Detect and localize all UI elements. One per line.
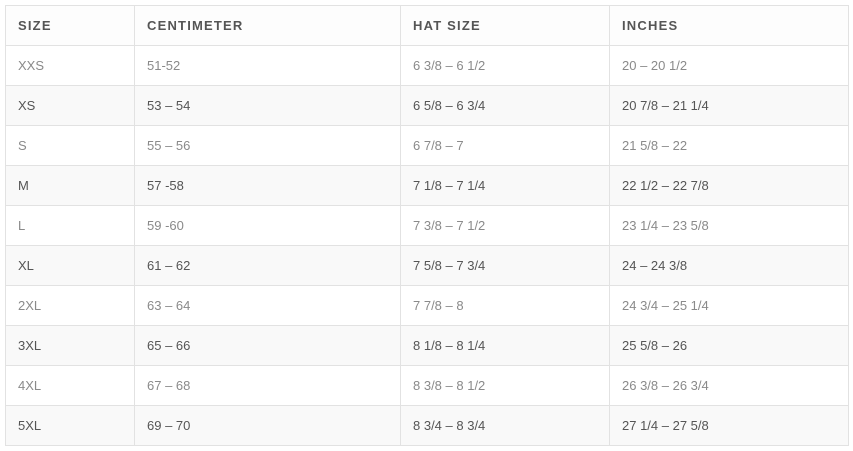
- table-header-row: SIZE CENTIMETER HAT SIZE INCHES: [5, 5, 849, 46]
- cell-hat-size: 6 7/8 – 7: [400, 125, 610, 166]
- table-row: XL 61 – 62 7 5/8 – 7 3/4 24 – 24 3/8: [5, 245, 849, 286]
- cell-hat-size: 8 3/8 – 8 1/2: [400, 365, 610, 406]
- cell-size: 3XL: [5, 325, 135, 366]
- cell-hat-size: 7 1/8 – 7 1/4: [400, 165, 610, 206]
- cell-size: 5XL: [5, 405, 135, 446]
- cell-hat-size: 8 1/8 – 8 1/4: [400, 325, 610, 366]
- cell-size: 2XL: [5, 285, 135, 326]
- cell-inches: 24 3/4 – 25 1/4: [609, 285, 849, 326]
- cell-size: M: [5, 165, 135, 206]
- cell-centimeter: 63 – 64: [134, 285, 401, 326]
- table-row: 4XL 67 – 68 8 3/8 – 8 1/2 26 3/8 – 26 3/4: [5, 365, 849, 406]
- column-header-inches: INCHES: [609, 5, 849, 46]
- cell-centimeter: 69 – 70: [134, 405, 401, 446]
- cell-centimeter: 55 – 56: [134, 125, 401, 166]
- size-chart-table: SIZE CENTIMETER HAT SIZE INCHES XXS 51-52 6 3…: [5, 5, 849, 446]
- cell-centimeter: 53 – 54: [134, 85, 401, 126]
- cell-centimeter: 59 -60: [134, 205, 401, 246]
- table-row: 5XL 69 – 70 8 3/4 – 8 3/4 27 1/4 – 27 5/8: [5, 405, 849, 446]
- cell-inches: 25 5/8 – 26: [609, 325, 849, 366]
- cell-inches: 26 3/8 – 26 3/4: [609, 365, 849, 406]
- cell-hat-size: 7 7/8 – 8: [400, 285, 610, 326]
- table-row: 2XL 63 – 64 7 7/8 – 8 24 3/4 – 25 1/4: [5, 285, 849, 326]
- cell-centimeter: 67 – 68: [134, 365, 401, 406]
- cell-hat-size: 6 5/8 – 6 3/4: [400, 85, 610, 126]
- column-header-hat-size: HAT SIZE: [400, 5, 610, 46]
- cell-inches: 27 1/4 – 27 5/8: [609, 405, 849, 446]
- cell-size: S: [5, 125, 135, 166]
- cell-size: 4XL: [5, 365, 135, 406]
- cell-hat-size: 7 3/8 – 7 1/2: [400, 205, 610, 246]
- cell-inches: 20 – 20 1/2: [609, 45, 849, 86]
- cell-inches: 22 1/2 – 22 7/8: [609, 165, 849, 206]
- cell-size: XS: [5, 85, 135, 126]
- cell-inches: 24 – 24 3/8: [609, 245, 849, 286]
- cell-centimeter: 51-52: [134, 45, 401, 86]
- cell-inches: 23 1/4 – 23 5/8: [609, 205, 849, 246]
- cell-size: XL: [5, 245, 135, 286]
- cell-hat-size: 6 3/8 – 6 1/2: [400, 45, 610, 86]
- table-row: S 55 – 56 6 7/8 – 7 21 5/8 – 22: [5, 125, 849, 166]
- column-header-centimeter: CENTIMETER: [134, 5, 401, 46]
- table-row: 3XL 65 – 66 8 1/8 – 8 1/4 25 5/8 – 26: [5, 325, 849, 366]
- table-row: L 59 -60 7 3/8 – 7 1/2 23 1/4 – 23 5/8: [5, 205, 849, 246]
- table-row: XXS 51-52 6 3/8 – 6 1/2 20 – 20 1/2: [5, 45, 849, 86]
- cell-inches: 20 7/8 – 21 1/4: [609, 85, 849, 126]
- cell-size: XXS: [5, 45, 135, 86]
- cell-size: L: [5, 205, 135, 246]
- table-row: M 57 -58 7 1/8 – 7 1/4 22 1/2 – 22 7/8: [5, 165, 849, 206]
- cell-hat-size: 7 5/8 – 7 3/4: [400, 245, 610, 286]
- column-header-size: SIZE: [5, 5, 135, 46]
- cell-hat-size: 8 3/4 – 8 3/4: [400, 405, 610, 446]
- table-row: XS 53 – 54 6 5/8 – 6 3/4 20 7/8 – 21 1/4: [5, 85, 849, 126]
- cell-centimeter: 61 – 62: [134, 245, 401, 286]
- cell-inches: 21 5/8 – 22: [609, 125, 849, 166]
- cell-centimeter: 57 -58: [134, 165, 401, 206]
- cell-centimeter: 65 – 66: [134, 325, 401, 366]
